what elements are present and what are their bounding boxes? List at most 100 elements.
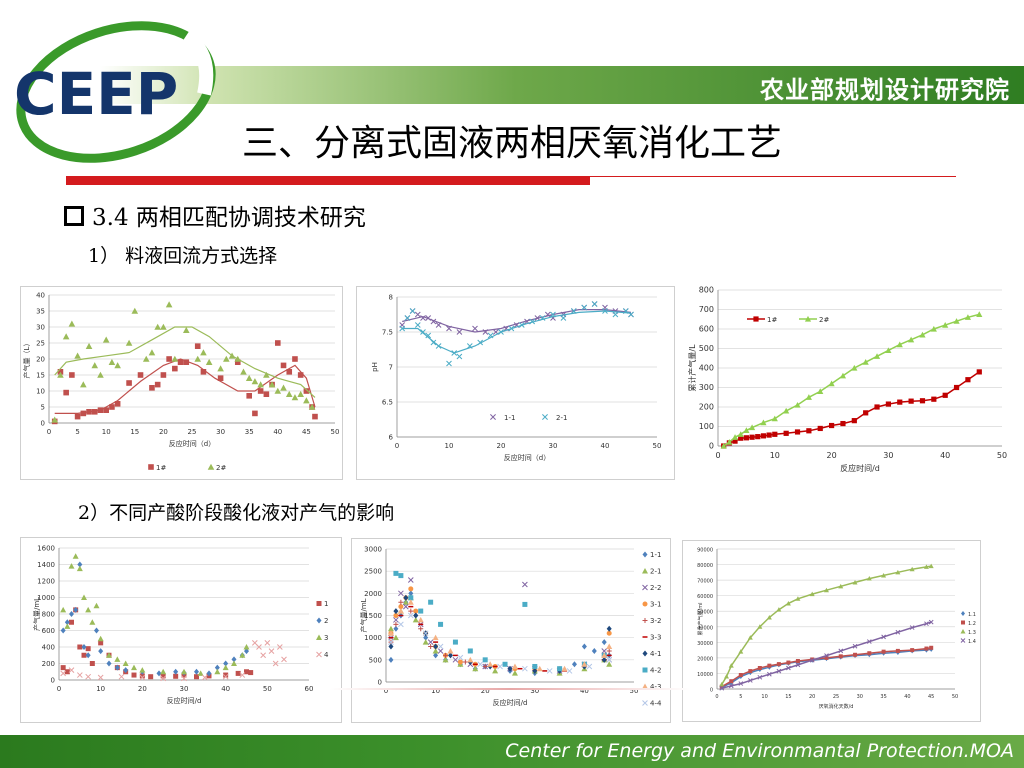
data-point <box>77 561 83 568</box>
y-tick-label: 1600 <box>37 545 55 553</box>
data-point <box>139 667 146 673</box>
y-axis-label: 产气量/mL <box>359 598 368 632</box>
y-axis-label: pH <box>371 362 379 372</box>
legend-marker <box>642 683 648 689</box>
legend-marker <box>542 414 548 420</box>
data-point <box>738 435 744 441</box>
data-point <box>91 409 98 415</box>
data-point <box>409 308 416 314</box>
data-point <box>487 661 494 667</box>
ceep-logo: CEEP <box>14 21 216 163</box>
data-point <box>414 311 421 318</box>
data-point <box>97 407 104 413</box>
x-tick-label: 40 <box>940 451 950 460</box>
x-tick-label: 10 <box>431 687 440 695</box>
data-point <box>456 329 463 335</box>
y-axis-label: 累计产气量/ml <box>697 603 704 636</box>
data-point <box>430 339 437 346</box>
x-tick-label: 30 <box>857 694 863 700</box>
legend-label: 2-2 <box>650 584 661 592</box>
data-point <box>60 670 67 677</box>
data-point <box>929 645 934 650</box>
header-green-band <box>100 66 1024 104</box>
data-point <box>422 630 429 637</box>
data-point <box>260 652 267 659</box>
data-point <box>457 654 464 661</box>
data-point <box>234 359 241 365</box>
data-point <box>601 652 608 658</box>
data-point <box>312 413 318 420</box>
data-point <box>387 625 394 632</box>
series-2 <box>60 561 249 677</box>
x-tick-label: 0 <box>395 442 399 450</box>
data-point <box>437 643 444 650</box>
data-point <box>738 649 744 654</box>
data-point <box>94 627 99 634</box>
data-point <box>931 396 937 402</box>
data-point <box>148 349 156 356</box>
data-point <box>910 648 915 653</box>
data-point <box>536 665 543 672</box>
data-point <box>194 668 199 675</box>
y-tick-label: 2500 <box>364 568 382 576</box>
chart-gas-production-acidification-b: 0 500 1000 1500 2000 2500 3000 0 10 20 30 40 50 反应时间/… <box>351 538 671 723</box>
series-1.3 <box>719 563 934 687</box>
data-point <box>794 429 801 435</box>
data-point <box>498 329 504 335</box>
x-tick-label: 40 <box>904 694 910 700</box>
data-point <box>809 591 815 597</box>
chart-legend: 1-1 2-1 2-2 3-1 3-2 3-3 4-1 4-2 4-3 4-4 <box>642 551 662 708</box>
series-3-3 <box>388 605 612 672</box>
data-point <box>581 661 588 667</box>
data-point <box>222 673 229 680</box>
data-point <box>432 647 439 654</box>
data-point <box>98 648 104 655</box>
y-tick-label: 35 <box>36 308 45 316</box>
data-point <box>118 673 125 680</box>
data-point <box>443 652 449 658</box>
x-tick-label: 30 <box>883 451 893 460</box>
data-point <box>206 670 212 677</box>
legend-label: 4-3 <box>650 683 661 691</box>
y-tick-label: 80000 <box>697 563 713 569</box>
data-point <box>68 563 75 569</box>
data-point <box>93 602 100 609</box>
x-tick-label: 20 <box>138 685 147 693</box>
data-point <box>571 661 577 668</box>
data-point <box>172 365 178 372</box>
legend-marker <box>642 601 648 607</box>
data-point <box>743 435 749 441</box>
data-point <box>86 409 92 415</box>
data-point <box>280 362 287 369</box>
data-point <box>840 420 846 427</box>
x-tick-label: 15 <box>130 428 139 436</box>
y-tick-label: 200 <box>699 403 714 412</box>
x-axis-label: 反应时间（d） <box>504 453 550 462</box>
data-point <box>546 668 553 674</box>
chart-axes: 0 5 10 15 20 25 30 35 40 0 5 10 15 20 25 30 35 40 45 50 反应时间… <box>22 292 340 449</box>
data-point <box>108 358 116 365</box>
y-tick-label: 70000 <box>697 579 713 585</box>
data-point <box>895 629 901 635</box>
chart-axes: 6 6.5 7 7.5 8 0 10 20 30 40 50 反应时间（d） pH <box>371 294 662 463</box>
y-tick-label: 300 <box>699 383 714 392</box>
data-point <box>532 667 538 674</box>
data-point <box>976 311 983 317</box>
legend-label: 2-1 <box>650 568 661 576</box>
data-point <box>467 648 473 654</box>
data-point <box>388 643 394 650</box>
x-tick-label: 20 <box>827 451 837 460</box>
data-point <box>881 634 886 640</box>
data-point <box>544 311 551 318</box>
y-tick-label: 0 <box>378 679 382 687</box>
data-point <box>719 685 725 691</box>
data-point <box>291 394 299 401</box>
series-line-1# <box>723 371 980 447</box>
data-point <box>303 397 310 404</box>
data-point <box>142 355 150 362</box>
data-point <box>272 660 279 667</box>
data-point <box>239 652 246 658</box>
data-point <box>809 657 815 663</box>
data-point <box>388 656 394 663</box>
data-point <box>256 644 262 650</box>
